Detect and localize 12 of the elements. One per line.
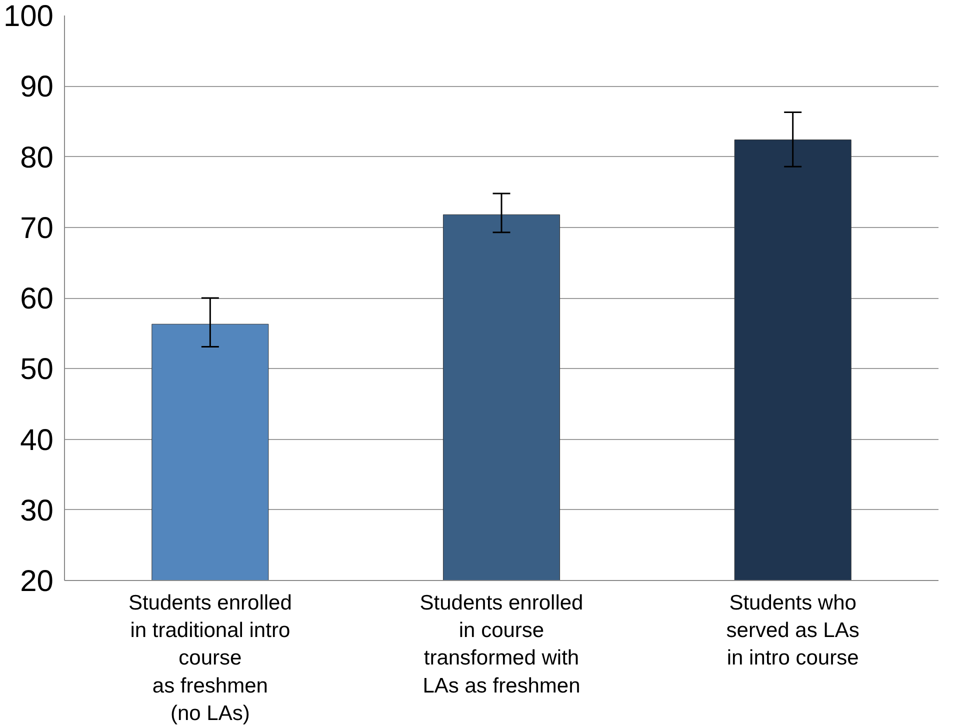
y-tick-label: 100 [3,0,54,33]
y-tick-label: 70 [20,212,54,245]
x-tick-label: Students enrolled in course transformed with LAs as freshmen [420,592,584,698]
y-tick-label: 20 [20,565,54,598]
y-tick-label: 30 [20,494,54,528]
x-tick-label: Students who served as LAs in intro course [726,592,860,670]
y-tick-label: 90 [20,70,54,104]
y-tick-label: 80 [20,141,54,174]
y-tick-label: 40 [20,424,54,457]
x-tick-label: Students enrolled in traditional intro course as freshmen (no LAs) [128,592,292,725]
y-tick-label: 60 [20,282,54,316]
y-tick-label: 50 [20,353,54,386]
